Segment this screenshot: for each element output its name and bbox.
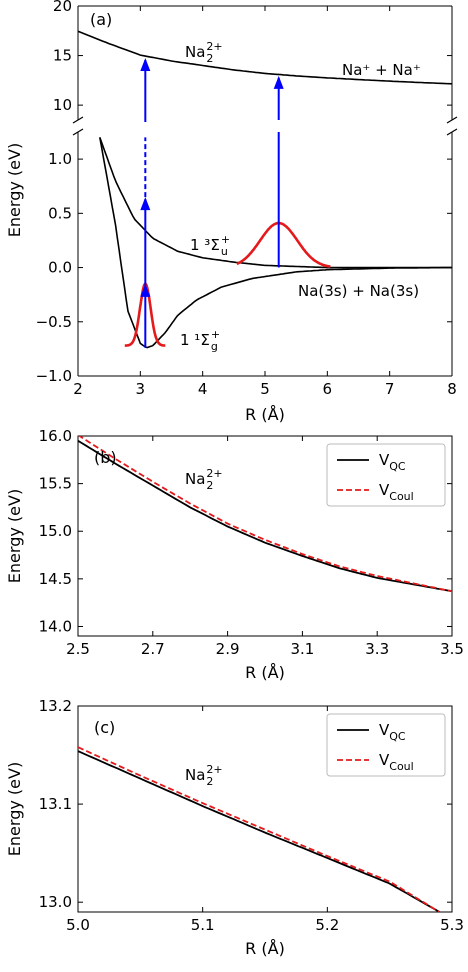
excitation-arrow-head <box>273 75 284 89</box>
x-tick-label: 4 <box>198 380 208 398</box>
na2-label: Na2+ 2 <box>185 467 223 492</box>
y-tick-label: 0.5 <box>48 204 72 222</box>
panel-c: 5.0 5.1 5.2 5.3 13.0 13.1 13.2 R (Å) Energy (eV)… <box>5 697 464 958</box>
axis-break-mark <box>72 128 84 136</box>
y-tick-label: −1.0 <box>36 367 72 385</box>
plot-frame <box>77 705 453 913</box>
y-tick-label: 13.1 <box>39 795 72 813</box>
y-tick-label: 15.5 <box>39 475 72 493</box>
neutral-limit-label: Na(3s) + Na(3s) <box>298 282 419 300</box>
y-tick-label: 1.0 <box>48 150 72 168</box>
legend-label: VCoul <box>379 751 414 773</box>
legend-label: VCoul <box>379 481 414 503</box>
plot-area <box>78 746 440 912</box>
y-tick-label: 0.0 <box>48 259 72 277</box>
asymptote-label: Na⁺ + Na⁺ <box>342 61 421 79</box>
triplet-curve <box>99 137 452 269</box>
axis-break-mark <box>446 116 458 124</box>
triplet-wavepacket <box>236 221 331 268</box>
series-vcoul-line <box>78 746 440 912</box>
x-axis-title: R (Å) <box>245 405 285 424</box>
x-tick-label: 2 <box>73 380 83 398</box>
na2-coulomb-curve <box>78 30 452 85</box>
upper-plot-area <box>78 30 452 85</box>
axis-break-mark <box>446 128 458 136</box>
y-tick-label: −0.5 <box>36 313 72 331</box>
ground-curve <box>99 137 452 349</box>
x-tick-label: 2.9 <box>216 640 240 658</box>
x-tick-label: 5.2 <box>315 916 339 934</box>
x-tick-label: 5.1 <box>191 916 215 934</box>
y-axis-title: Energy (eV) <box>5 143 24 237</box>
excitation-arrow-head <box>140 283 151 297</box>
y-tick-label: 15 <box>53 47 72 65</box>
x-tick-label: 5.0 <box>66 916 90 934</box>
y-tick-label: 14.0 <box>39 617 72 635</box>
x-tick-label: 3 <box>136 380 146 398</box>
y-tick-label: 15.0 <box>39 522 72 540</box>
y-tick-label: 13.2 <box>39 697 72 715</box>
ground-label: 1 ¹Σ+ g <box>180 328 220 353</box>
panel-label-c: (c) <box>94 718 115 737</box>
plot-area <box>78 436 452 593</box>
na2-label: Na2+ 2 <box>185 763 223 788</box>
series-vcoul-line <box>78 436 452 593</box>
y-axis-title: Energy (eV) <box>5 489 24 583</box>
excitation-arrow-head <box>140 58 151 72</box>
x-axis-title: R (Å) <box>245 939 285 958</box>
x-tick-label: 2.5 <box>66 640 90 658</box>
x-tick-label: 2.7 <box>141 640 165 658</box>
axis-break-mark <box>72 116 84 124</box>
x-tick-label: 3.5 <box>440 640 464 658</box>
lower-plot-area <box>99 137 452 349</box>
legend-label: VQC <box>379 721 406 743</box>
x-tick-label: 7 <box>385 380 395 398</box>
legend-label: VQC <box>379 451 406 473</box>
panel-b: 2.5 2.7 2.9 3.1 3.3 3.5 14.0 14.5 15.0 15.5 16.0 R … <box>5 427 464 682</box>
y-axis-title: Energy (eV) <box>5 762 24 856</box>
x-tick-label: 5.3 <box>440 916 464 934</box>
panel-a: 2 3 4 5 6 7 8 10 15 20 −1.0 −0.5 0.0 0.5 1.0 R (Å) Energ… <box>5 0 458 424</box>
y-tick-label: 20 <box>53 0 72 15</box>
y-tick-label: 10 <box>53 96 72 114</box>
plot-frame <box>77 435 453 637</box>
panel-label-a: (a) <box>90 10 112 29</box>
excitation-arrow-head <box>140 197 151 211</box>
panel-label-b: (b) <box>94 448 117 467</box>
y-tick-label: 16.0 <box>39 427 72 445</box>
x-tick-label: 3.1 <box>290 640 314 658</box>
x-tick-label: 3.3 <box>365 640 389 658</box>
y-tick-label: 14.5 <box>39 570 72 588</box>
series-vqc-line <box>78 440 452 593</box>
x-tick-label: 5 <box>260 380 270 398</box>
triplet-label: 1 ³Σ+ u <box>190 233 230 258</box>
series-vqc-line <box>78 750 440 912</box>
x-axis-title: R (Å) <box>245 663 285 682</box>
y-tick-label: 13.0 <box>39 893 72 911</box>
na2-label: Na2+ 2 <box>185 40 223 65</box>
x-tick-label: 8 <box>447 380 457 398</box>
x-tick-label: 6 <box>323 380 333 398</box>
